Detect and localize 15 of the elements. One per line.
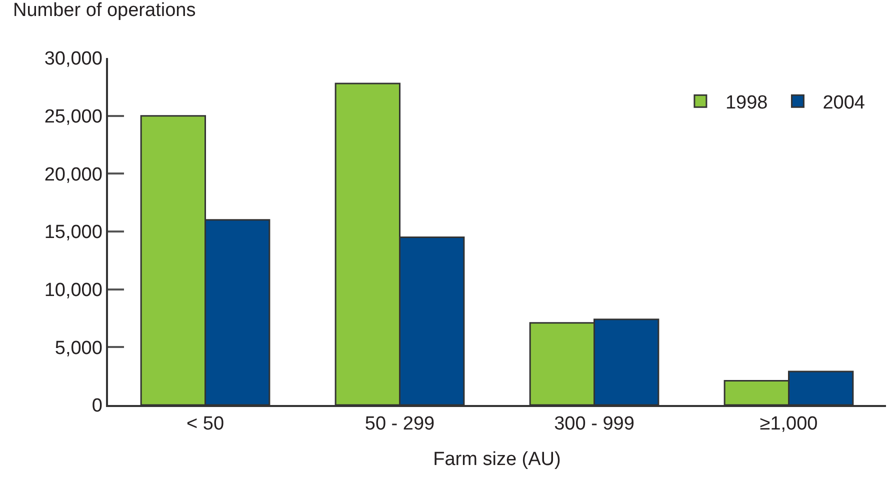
y-tick-label: 15,000 (44, 222, 102, 244)
x-tick-label: < 50 (186, 414, 224, 435)
x-tick-label: 50 - 299 (364, 414, 435, 435)
y-tick-label: 5,000 (54, 338, 102, 359)
y-axis-title: Number of operations (13, 0, 196, 21)
y-tick-label: 0 (92, 396, 102, 417)
legend-label: 2004 (822, 92, 866, 114)
legend-label: 1998 (725, 92, 768, 114)
x-tick-label: 300 - 999 (554, 414, 634, 435)
y-tick-label: 25,000 (44, 106, 102, 128)
y-tick-label: 30,000 (44, 48, 102, 70)
y-tick-label: 20,000 (44, 164, 102, 186)
x-axis-title: Farm size (AU) (433, 448, 561, 470)
x-tick-label: ≥1,000 (760, 414, 818, 435)
y-tick-label: 10,000 (44, 280, 102, 301)
